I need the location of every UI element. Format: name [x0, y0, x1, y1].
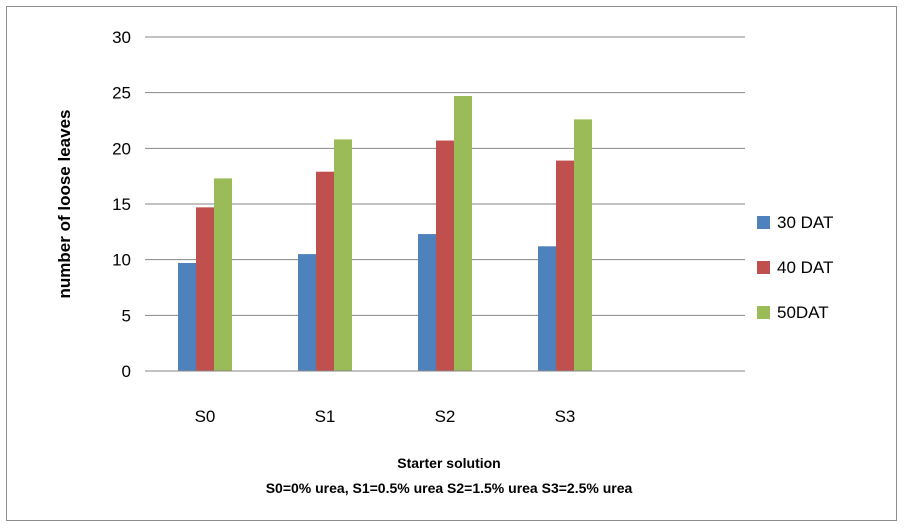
x-category-label: S1	[315, 407, 336, 426]
legend-label: 40 DAT	[777, 258, 833, 277]
y-axis-title: number of loose leaves	[55, 110, 74, 299]
legend: 30 DAT 40 DAT 50DAT	[757, 213, 833, 322]
legend-swatch	[757, 216, 770, 229]
y-tick-label: 10	[112, 251, 131, 270]
x-axis-note: S0=0% urea, S1=0.5% urea S2=1.5% urea S3…	[266, 480, 633, 496]
bar-s0-30dat	[178, 263, 196, 371]
x-category-label: S2	[435, 407, 456, 426]
legend-label: 50DAT	[777, 303, 829, 322]
x-category-label: S0	[195, 407, 216, 426]
x-category-label: S3	[555, 407, 576, 426]
bar-s2-50dat	[454, 96, 472, 372]
bar-s2-40dat	[436, 140, 454, 371]
bar-s1-30dat	[298, 254, 316, 371]
y-tick-label: 30	[112, 28, 131, 47]
bars	[178, 96, 592, 372]
bar-s1-50dat	[334, 139, 352, 371]
x-category-labels: S0 S1 S2 S3	[195, 407, 576, 426]
bar-s0-50dat	[214, 178, 232, 371]
x-axis-title: Starter solution	[397, 455, 500, 471]
y-tick-label: 5	[122, 306, 131, 325]
legend-swatch	[757, 306, 770, 319]
bar-s3-40dat	[556, 160, 574, 371]
y-tick-label: 25	[112, 84, 131, 103]
legend-label: 30 DAT	[777, 213, 833, 232]
y-tick-label: 0	[122, 362, 131, 381]
bar-s1-40dat	[316, 171, 334, 371]
y-tick-label: 15	[112, 195, 131, 214]
y-tick-label: 20	[112, 139, 131, 158]
bar-s0-40dat	[196, 207, 214, 371]
legend-swatch	[757, 261, 770, 274]
bar-s3-30dat	[538, 246, 556, 371]
bar-s2-30dat	[418, 234, 436, 371]
y-tick-labels: 0 5 10 15 20 25 30	[112, 28, 131, 381]
gridlines	[145, 36, 745, 316]
bar-s3-50dat	[574, 119, 592, 372]
